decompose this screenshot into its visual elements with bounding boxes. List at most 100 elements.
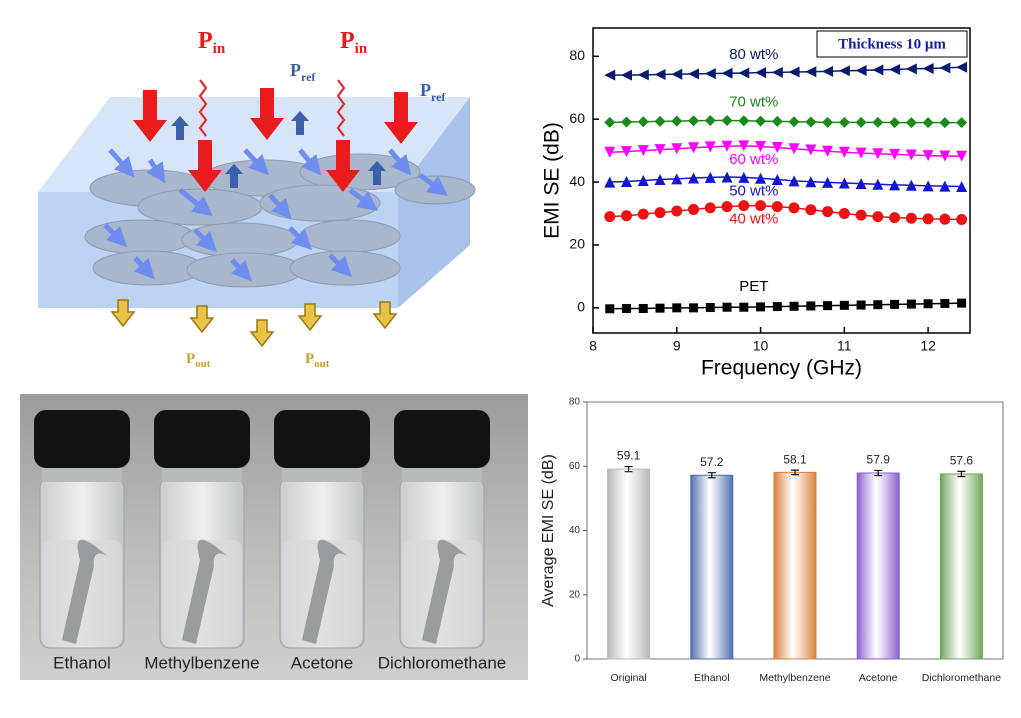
y-tick-label: 60 xyxy=(569,110,585,126)
marker xyxy=(738,115,750,127)
marker xyxy=(738,67,750,79)
error-bar xyxy=(874,469,883,477)
marker xyxy=(621,210,633,222)
marker xyxy=(755,141,767,153)
x-tick-label: 8 xyxy=(589,338,597,354)
marker xyxy=(905,179,917,191)
value-label: 57.6 xyxy=(950,454,974,468)
marker xyxy=(789,301,799,311)
series-line xyxy=(609,204,962,221)
marker xyxy=(654,115,666,127)
series-line xyxy=(609,66,962,76)
marker xyxy=(872,211,884,223)
marker xyxy=(755,115,767,127)
series-label: 50 wt% xyxy=(729,182,778,199)
p-out: Pout xyxy=(186,351,211,369)
bar xyxy=(939,473,983,660)
marker xyxy=(704,141,716,153)
error-bar xyxy=(707,472,716,479)
incident-arrows xyxy=(133,88,418,192)
marker xyxy=(756,302,766,312)
annotation-box xyxy=(816,30,968,58)
p-in: Pin xyxy=(340,28,368,58)
marker xyxy=(722,302,732,312)
film-strip xyxy=(302,539,348,644)
marker xyxy=(856,300,866,310)
marker xyxy=(956,213,968,225)
marker xyxy=(604,146,616,158)
p-ref: Pref xyxy=(290,60,316,84)
marker xyxy=(822,145,834,157)
marker xyxy=(637,69,649,81)
marker xyxy=(605,304,615,314)
marker xyxy=(956,180,968,192)
x-tick-label: Original xyxy=(611,672,647,684)
marker xyxy=(688,203,700,215)
marker xyxy=(755,200,767,212)
error-bar xyxy=(624,465,633,473)
x-tick-label: Methylbenzene xyxy=(759,672,830,684)
marker xyxy=(839,300,849,310)
marker xyxy=(838,177,850,189)
marker xyxy=(704,202,716,214)
vial-label: Acetone xyxy=(291,653,353,672)
marker xyxy=(721,171,733,183)
y-tick-label: 0 xyxy=(574,654,580,665)
marker xyxy=(922,180,934,192)
marker xyxy=(771,201,783,213)
marker xyxy=(855,147,867,159)
y-tick-label: 80 xyxy=(569,397,581,408)
marker xyxy=(671,68,683,80)
marker xyxy=(956,150,968,162)
film-strip xyxy=(422,539,468,644)
marker xyxy=(872,148,884,160)
marker xyxy=(705,303,715,313)
marker xyxy=(939,62,951,74)
x-tick-label: 11 xyxy=(837,338,852,354)
marker xyxy=(604,176,616,188)
marker xyxy=(939,213,951,225)
marker xyxy=(672,303,682,313)
marker xyxy=(923,299,933,309)
marker xyxy=(838,65,850,77)
x-axis-label: Frequency (GHz) xyxy=(701,357,862,380)
value-label: 57.9 xyxy=(867,453,891,467)
marker xyxy=(771,115,783,127)
marker xyxy=(637,175,649,186)
marker xyxy=(654,144,666,156)
series-line xyxy=(609,302,962,310)
marker xyxy=(822,116,834,128)
marker xyxy=(604,116,616,128)
series-line xyxy=(609,176,962,188)
marker xyxy=(688,172,700,184)
marker xyxy=(671,205,683,217)
vial-cap xyxy=(34,410,130,468)
film-strip xyxy=(182,539,228,644)
marker xyxy=(721,67,733,79)
marker xyxy=(654,207,666,219)
y-tick-label: 20 xyxy=(569,589,581,600)
y-tick-label: 20 xyxy=(569,236,585,252)
marker xyxy=(956,61,968,73)
series-label: 70 wt% xyxy=(729,94,778,111)
marker xyxy=(889,64,901,76)
p-in: Pin xyxy=(198,28,226,58)
marker xyxy=(805,144,817,156)
marker xyxy=(905,117,917,129)
y-axis-label: EMI SE (dB) xyxy=(541,122,564,239)
photo: Ethanol Methylbenzene Acetone Dichlorometha… xyxy=(20,394,528,680)
marker xyxy=(688,142,700,154)
marker xyxy=(873,300,883,310)
marker xyxy=(905,212,917,224)
marker xyxy=(838,208,850,220)
marker xyxy=(788,202,800,214)
x-tick-label: Acetone xyxy=(859,672,898,684)
marker xyxy=(671,115,683,127)
marker xyxy=(872,178,884,190)
error-bar xyxy=(957,470,966,478)
marker xyxy=(738,171,750,183)
y-axis-label: Average EMI SE (dB) xyxy=(540,454,557,607)
marker xyxy=(855,178,867,190)
vial-cap xyxy=(394,410,490,468)
marker xyxy=(806,301,816,311)
